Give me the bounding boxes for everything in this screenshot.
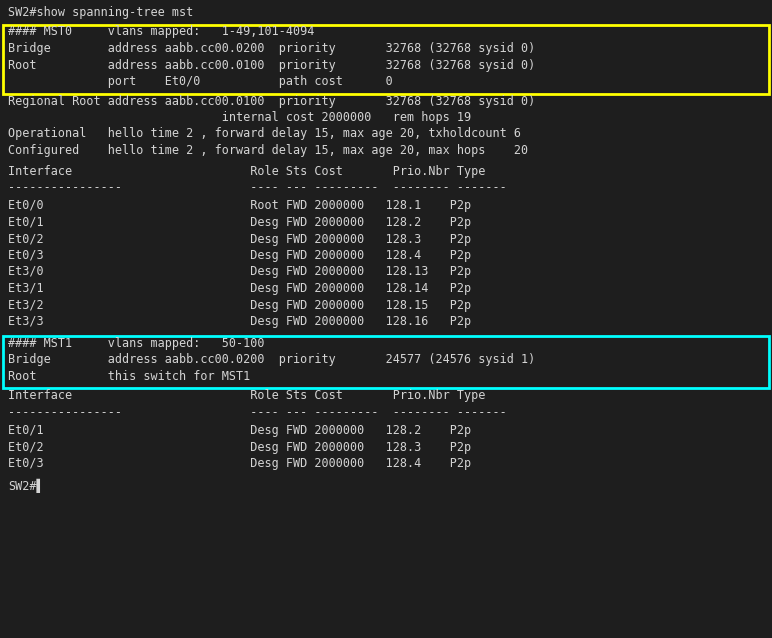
- Text: Et0/1                             Desg FWD 2000000   128.2    P2p: Et0/1 Desg FWD 2000000 128.2 P2p: [8, 216, 471, 229]
- Text: Et3/2                             Desg FWD 2000000   128.15   P2p: Et3/2 Desg FWD 2000000 128.15 P2p: [8, 299, 471, 311]
- Text: Bridge        address aabb.cc00.0200  priority       24577 (24576 sysid 1): Bridge address aabb.cc00.0200 priority 2…: [8, 353, 535, 366]
- Text: Et3/1                             Desg FWD 2000000   128.14   P2p: Et3/1 Desg FWD 2000000 128.14 P2p: [8, 282, 471, 295]
- Text: Et0/3                             Desg FWD 2000000   128.4    P2p: Et0/3 Desg FWD 2000000 128.4 P2p: [8, 457, 471, 470]
- Bar: [3, 24, 769, 94]
- Text: Et0/2                             Desg FWD 2000000   128.3    P2p: Et0/2 Desg FWD 2000000 128.3 P2p: [8, 232, 471, 246]
- Text: Configured    hello time 2 , forward delay 15, max age 20, max hops    20: Configured hello time 2 , forward delay …: [8, 144, 528, 157]
- Text: Interface                         Role Sts Cost       Prio.Nbr Type: Interface Role Sts Cost Prio.Nbr Type: [8, 165, 486, 177]
- Text: port    Et0/0           path cost      0: port Et0/0 path cost 0: [8, 75, 393, 88]
- Text: ----------------                  ---- --- ---------  -------- -------: ---------------- ---- --- --------- ----…: [8, 406, 506, 419]
- Text: internal cost 2000000   rem hops 19: internal cost 2000000 rem hops 19: [8, 111, 471, 124]
- Text: Et0/1                             Desg FWD 2000000   128.2    P2p: Et0/1 Desg FWD 2000000 128.2 P2p: [8, 424, 471, 437]
- Text: Bridge        address aabb.cc00.0200  priority       32768 (32768 sysid 0): Bridge address aabb.cc00.0200 priority 3…: [8, 42, 535, 55]
- Text: Root          address aabb.cc00.0100  priority       32768 (32768 sysid 0): Root address aabb.cc00.0100 priority 327…: [8, 59, 535, 71]
- Text: Et0/0                             Root FWD 2000000   128.1    P2p: Et0/0 Root FWD 2000000 128.1 P2p: [8, 200, 471, 212]
- Text: #### MST1     vlans mapped:   50-100: #### MST1 vlans mapped: 50-100: [8, 336, 265, 350]
- Text: Interface                         Role Sts Cost       Prio.Nbr Type: Interface Role Sts Cost Prio.Nbr Type: [8, 389, 486, 402]
- Text: ----------------                  ---- --- ---------  -------- -------: ---------------- ---- --- --------- ----…: [8, 181, 506, 194]
- Text: Regional Root address aabb.cc00.0100  priority       32768 (32768 sysid 0): Regional Root address aabb.cc00.0100 pri…: [8, 94, 535, 107]
- Text: Operational   hello time 2 , forward delay 15, max age 20, txholdcount 6: Operational hello time 2 , forward delay…: [8, 128, 521, 140]
- Text: Et0/2                             Desg FWD 2000000   128.3    P2p: Et0/2 Desg FWD 2000000 128.3 P2p: [8, 440, 471, 454]
- Text: SW2#▌: SW2#▌: [8, 478, 44, 493]
- Bar: [3, 336, 769, 388]
- Text: Root          this switch for MST1: Root this switch for MST1: [8, 369, 250, 383]
- Text: #### MST0     vlans mapped:   1-49,101-4094: #### MST0 vlans mapped: 1-49,101-4094: [8, 26, 314, 38]
- Text: SW2#show spanning-tree mst: SW2#show spanning-tree mst: [8, 6, 193, 19]
- Text: Et3/0                             Desg FWD 2000000   128.13   P2p: Et3/0 Desg FWD 2000000 128.13 P2p: [8, 265, 471, 279]
- Text: Et0/3                             Desg FWD 2000000   128.4    P2p: Et0/3 Desg FWD 2000000 128.4 P2p: [8, 249, 471, 262]
- Text: Et3/3                             Desg FWD 2000000   128.16   P2p: Et3/3 Desg FWD 2000000 128.16 P2p: [8, 315, 471, 328]
